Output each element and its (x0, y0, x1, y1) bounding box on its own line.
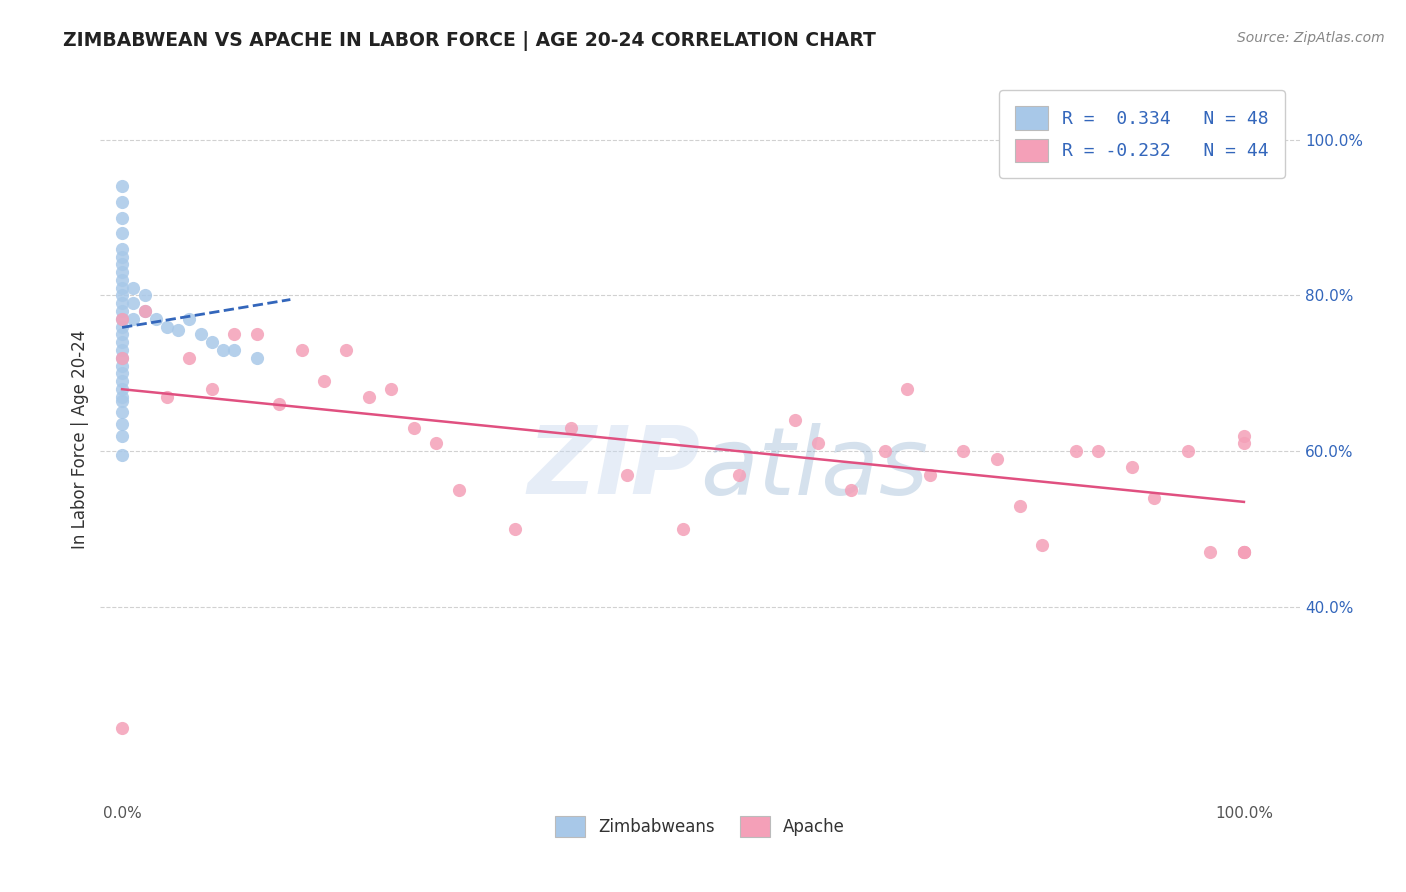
Point (1199, 133, 1222, 147)
Point (1233, 133, 1256, 147)
Point (402, 421, 425, 435)
Text: atlas: atlas (700, 423, 928, 514)
Point (111, 405, 134, 419)
Text: Source: ZipAtlas.com: Source: ZipAtlas.com (1237, 31, 1385, 45)
Point (134, 288, 156, 302)
Point (156, 390, 179, 404)
Point (807, 436, 830, 450)
Point (1199, 545, 1222, 559)
Point (212, 343, 235, 357)
Point (839, 483, 862, 497)
Point (111, 257, 134, 271)
Point (380, 382, 402, 396)
Point (111, 343, 134, 357)
Text: ZIMBABWEAN VS APACHE IN LABOR FORCE | AGE 20-24 CORRELATION CHART: ZIMBABWEAN VS APACHE IN LABOR FORCE | AG… (63, 31, 876, 51)
Point (560, 421, 582, 435)
Point (1211, 133, 1233, 147)
Point (111, 448, 134, 462)
Point (122, 296, 145, 310)
Point (447, 483, 470, 497)
Point (1233, 545, 1256, 559)
Point (145, 311, 167, 326)
Point (179, 351, 201, 365)
Point (111, 296, 134, 310)
Point (190, 327, 212, 342)
Point (179, 311, 201, 326)
Point (1233, 545, 1256, 559)
Point (111, 367, 134, 381)
Point (224, 343, 246, 357)
Point (122, 281, 145, 295)
Point (111, 721, 134, 735)
Point (167, 324, 190, 338)
Point (1064, 444, 1087, 458)
Point (785, 413, 807, 427)
Y-axis label: In Labor Force | Age 20-24: In Labor Force | Age 20-24 (72, 330, 89, 549)
Point (111, 374, 134, 388)
Point (425, 436, 447, 450)
Point (111, 417, 134, 431)
Point (111, 226, 134, 240)
Point (111, 304, 134, 318)
Point (1233, 133, 1256, 147)
Point (111, 351, 134, 365)
Point (111, 194, 134, 209)
Point (111, 351, 134, 365)
Point (201, 335, 224, 350)
Point (503, 522, 526, 536)
Point (1233, 428, 1256, 442)
Point (111, 428, 134, 442)
Point (952, 444, 974, 458)
Point (111, 265, 134, 279)
Point (873, 444, 896, 458)
Point (122, 311, 145, 326)
Point (111, 242, 134, 256)
Point (1087, 444, 1109, 458)
Point (728, 467, 751, 482)
Point (918, 467, 941, 482)
Point (134, 304, 156, 318)
Point (111, 311, 134, 326)
Legend: Zimbabweans, Apache: Zimbabweans, Apache (548, 809, 852, 844)
Point (111, 327, 134, 342)
Point (269, 397, 291, 411)
Point (111, 359, 134, 373)
Point (357, 390, 380, 404)
Point (1143, 491, 1166, 505)
Point (111, 288, 134, 302)
Point (156, 319, 179, 334)
Point (111, 281, 134, 295)
Point (1177, 444, 1199, 458)
Point (111, 273, 134, 287)
Text: ZIP: ZIP (527, 423, 700, 515)
Point (1233, 133, 1256, 147)
Point (1233, 545, 1256, 559)
Point (111, 250, 134, 264)
Point (1031, 538, 1053, 552)
Point (201, 382, 224, 396)
Point (134, 304, 156, 318)
Point (111, 211, 134, 225)
Point (111, 179, 134, 194)
Point (111, 390, 134, 404)
Point (111, 311, 134, 326)
Point (246, 327, 269, 342)
Point (986, 452, 1008, 467)
Point (224, 327, 246, 342)
Point (111, 335, 134, 350)
Point (312, 374, 335, 388)
Point (896, 382, 918, 396)
Point (672, 522, 695, 536)
Point (1121, 459, 1143, 474)
Point (1008, 499, 1031, 513)
Point (290, 343, 312, 357)
Point (335, 343, 357, 357)
Point (1233, 436, 1256, 450)
Point (111, 382, 134, 396)
Point (616, 467, 638, 482)
Point (111, 319, 134, 334)
Point (111, 393, 134, 408)
Point (246, 351, 269, 365)
